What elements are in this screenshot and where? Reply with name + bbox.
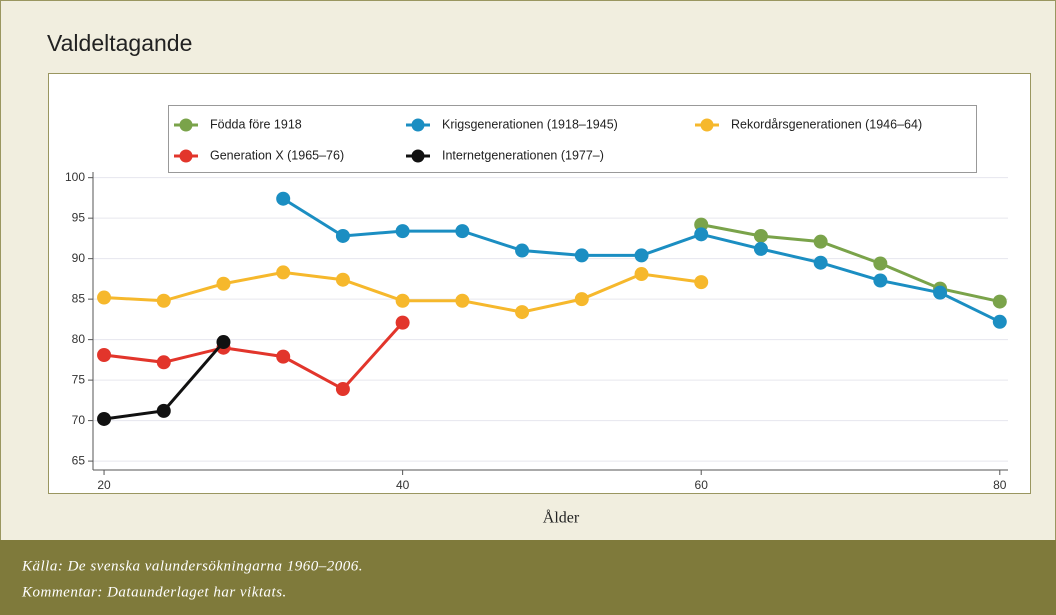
series-line [700,223,1001,304]
x-tick-label: 60 [695,478,709,492]
point [634,267,649,282]
point [753,241,768,256]
point [156,355,171,370]
point [97,411,112,426]
point [216,276,231,291]
point [574,292,589,307]
point [97,290,112,305]
point [216,335,231,350]
point [276,349,291,364]
point [694,275,709,290]
point [395,224,410,239]
y-tick-label: 80 [72,332,86,346]
x-tick-label: 20 [97,478,111,492]
y-tick-label: 75 [72,372,86,386]
point [753,228,768,243]
source: Källa: De svenska valundersökningarna 19… [21,558,363,574]
legend-marker [179,149,193,163]
point [156,403,171,418]
point [335,272,350,287]
legend-marker [411,118,425,132]
y-tick-label: 85 [72,291,86,305]
point [97,348,112,363]
point [694,217,709,232]
point [813,255,828,270]
x-tick-label: 40 [396,478,410,492]
x-axis-label: Ålder [543,509,580,527]
x-tick-label: 80 [993,478,1007,492]
footer [0,540,1056,615]
point [694,227,709,242]
y-tick-label: 90 [72,251,86,265]
point [873,256,888,271]
legend-marker [411,149,425,163]
legend-label: Krigsgenerationen (1918–1945) [442,117,618,131]
point [992,314,1007,329]
note: Kommentar: Dataunderlaget har viktats. [21,584,287,600]
point [335,382,350,397]
legend-label: Internetgenerationen (1977–) [442,148,604,162]
point [515,243,530,258]
y-tick-label: 70 [72,413,86,427]
point [574,248,589,263]
point [395,315,410,330]
point [992,294,1007,309]
point [156,293,171,308]
legend-label: Rekordårsgenerationen (1946–64) [731,117,922,131]
y-tick-label: 100 [65,170,85,184]
legend-label: Generation X (1965–76) [210,148,344,162]
point [455,224,470,239]
chart-title: Valdeltagande [47,30,192,56]
point [455,293,470,308]
point [515,305,530,320]
legend-marker [179,118,193,132]
point [276,191,291,206]
point [813,234,828,249]
point [335,228,350,243]
point [634,248,649,263]
point [276,265,291,280]
y-tick-label: 95 [72,210,86,224]
series-line [103,321,404,391]
legend-label: Födda före 1918 [210,117,302,131]
y-tick-label: 65 [72,453,86,467]
point [395,293,410,308]
point [873,273,888,288]
legend [168,105,977,173]
legend-marker [700,118,714,132]
point [933,285,948,300]
